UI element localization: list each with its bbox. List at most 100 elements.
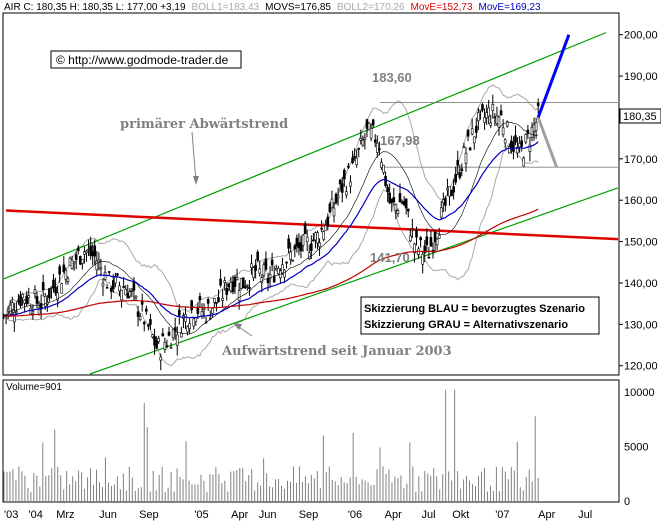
candle-body (460, 168, 464, 171)
candle-body (386, 186, 389, 193)
candle-body (215, 302, 218, 304)
candle-body (442, 199, 445, 203)
candle-body (198, 296, 202, 301)
candle-body (95, 260, 99, 271)
price-tick-label: 160,00 (624, 195, 658, 207)
arrow-uptrend-head (233, 323, 242, 330)
candle-body (136, 311, 140, 317)
candle-body (493, 116, 497, 119)
candle-body (31, 311, 35, 314)
volume-tick-label: 10000 (624, 387, 655, 399)
candle-body (314, 232, 317, 241)
x-axis-label: Apr (385, 509, 402, 521)
candle-body (107, 271, 111, 273)
legend-blue: Skizzierung BLAU = bevorzugtes Szenario (364, 303, 585, 315)
candle-body (175, 334, 179, 346)
candle-body (392, 197, 396, 203)
volume-tick-label: 0 (624, 496, 630, 508)
candle-body (163, 342, 167, 351)
candle-body (499, 110, 503, 116)
candle-body (15, 311, 18, 314)
candle-body (458, 172, 462, 178)
candle-body (101, 282, 105, 287)
candle-body (524, 134, 528, 143)
header-part: MovE=152,73 (411, 2, 473, 13)
candle-body (503, 139, 507, 144)
candle-body (19, 295, 22, 307)
candle-body (479, 109, 482, 112)
candle-body (425, 236, 429, 246)
candle-body (229, 282, 233, 292)
candle-body (353, 156, 356, 158)
candle-body (299, 242, 303, 252)
candle-body (221, 297, 224, 301)
candle-body (241, 277, 245, 289)
candle-body (43, 296, 47, 307)
candle-body (439, 207, 443, 218)
candle-body (151, 334, 154, 338)
candle-body (289, 251, 292, 260)
x-axis-label: Jun (259, 509, 277, 521)
candle-body (355, 157, 358, 166)
candle-body (161, 333, 165, 337)
header-part: AIR C: 180,35 H: 180,35 L: 177,00 +3,19 (4, 2, 186, 13)
moving-average-20 (3, 121, 539, 335)
candle-body (157, 338, 160, 342)
candle-body (349, 181, 352, 187)
candle-body (64, 269, 68, 280)
candle-body (409, 235, 412, 242)
scenario-legend (360, 296, 600, 335)
candle-body (522, 157, 526, 167)
candle-body (367, 122, 371, 131)
candle-body (25, 295, 28, 305)
candle-body (322, 231, 325, 240)
candle-body (6, 308, 10, 312)
candle-body (268, 274, 272, 280)
uptrend-label: Aufwärtstrend seit Januar 2003 (221, 344, 452, 359)
ema-red (4, 208, 539, 317)
candle-body (97, 259, 101, 263)
candle-body (140, 301, 144, 305)
candle-body (365, 119, 369, 129)
candle-body (83, 251, 86, 255)
candle-body (516, 146, 519, 154)
candle-body (285, 261, 288, 264)
candle-body (74, 254, 78, 260)
candle-body (312, 239, 315, 242)
candle-body (33, 289, 37, 294)
candle-body (452, 186, 455, 193)
candle-body (27, 295, 31, 298)
arrow-primary (191, 131, 197, 183)
candle-body (402, 201, 406, 205)
candle-body (363, 137, 367, 141)
candle-body (371, 119, 375, 126)
candle-body (532, 124, 536, 132)
candle-body (357, 148, 361, 150)
candle-body (13, 312, 16, 323)
header-part: MOVS=176,85 (265, 2, 331, 13)
axes: 120,00 130,00 140,00 150,00 160,00 170,00 180,… (4, 30, 661, 521)
candle-body (332, 207, 336, 217)
primary-downtrend-label: primärer Abwärtstrend (120, 117, 288, 132)
candle-body (227, 283, 231, 287)
candle-body (35, 296, 39, 304)
candle-body (328, 203, 332, 213)
candle-body (50, 286, 53, 289)
candle-body (340, 183, 344, 193)
candle-body (477, 112, 480, 122)
candle-body (394, 204, 398, 211)
candle-body (145, 308, 148, 312)
candle-body (380, 161, 383, 168)
volume-tick-label: 5000 (624, 441, 648, 453)
upper-channel-line (3, 32, 607, 280)
candle-body (171, 328, 175, 338)
header-part: BOLL1=183,43 (192, 2, 260, 13)
candle-body (52, 279, 55, 288)
candle-body (134, 295, 138, 299)
candle-body (510, 140, 513, 149)
candle-body (390, 198, 394, 203)
candle-body (495, 115, 499, 124)
candle-body (8, 304, 12, 315)
candle-body (120, 289, 123, 301)
